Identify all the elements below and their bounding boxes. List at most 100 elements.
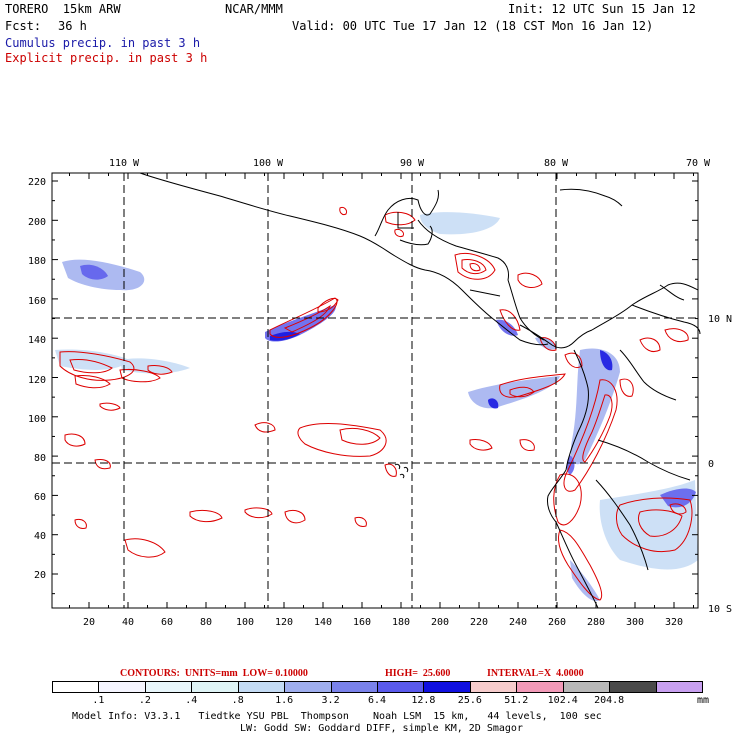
lon-label-110w: 110 W bbox=[109, 158, 140, 169]
colorbar-label: 25.6 bbox=[457, 695, 482, 706]
coastline-ecuador bbox=[547, 469, 567, 523]
border-colombia-venezuela bbox=[619, 349, 677, 401]
cumulus-area bbox=[496, 319, 518, 336]
contour bbox=[384, 211, 416, 226]
contour bbox=[669, 503, 687, 515]
colorbar-label: 12.8 bbox=[411, 695, 436, 706]
lat-lon-grid bbox=[52, 173, 698, 608]
y-tick-label: 160 bbox=[28, 296, 46, 307]
contour-interval-info: INTERVAL=X 4.0000 bbox=[487, 668, 584, 679]
axis-ticks bbox=[52, 173, 698, 608]
colorbar-swatch bbox=[144, 681, 193, 693]
colorbar-swatch bbox=[655, 681, 703, 693]
colorbar-swatch bbox=[191, 681, 239, 693]
x-tick-label: 280 bbox=[587, 617, 605, 628]
contour bbox=[499, 373, 566, 398]
contour bbox=[69, 359, 113, 374]
cumulus-area bbox=[488, 398, 499, 409]
contour bbox=[283, 304, 332, 333]
lat-label-10n: 10 N bbox=[708, 314, 732, 325]
y-tick-label: 80 bbox=[34, 453, 46, 464]
cumulus-area bbox=[600, 350, 613, 371]
contour bbox=[469, 439, 493, 451]
y-tick-label: 220 bbox=[28, 177, 46, 188]
cumulus-field-label: Cumulus precip. in past 3 h bbox=[5, 36, 201, 50]
colorbar-label: 1.6 bbox=[275, 695, 294, 706]
x-tick-label: 220 bbox=[470, 617, 488, 628]
contour bbox=[244, 507, 273, 519]
contour bbox=[99, 402, 121, 411]
contour bbox=[119, 369, 161, 383]
contour bbox=[339, 427, 381, 445]
colorbar-label: 204.8 bbox=[594, 695, 625, 706]
forecast-hour: 36 h bbox=[58, 19, 87, 33]
contour bbox=[616, 497, 693, 553]
y-tick-label: 100 bbox=[28, 414, 46, 425]
x-tick-label: 160 bbox=[353, 617, 371, 628]
x-tick-label: 240 bbox=[509, 617, 527, 628]
lon-label-100w: 100 W bbox=[253, 158, 284, 169]
valid-time: Valid: 00 UTC Tue 17 Jan 12 (18 CST Mon … bbox=[292, 19, 654, 33]
init-time: Init: 12 UTC Sun 15 Jan 12 bbox=[508, 2, 696, 16]
island-coast bbox=[659, 284, 685, 301]
colorbar-label: .2 bbox=[138, 695, 151, 706]
contour bbox=[94, 459, 111, 470]
contour bbox=[74, 519, 87, 529]
contour bbox=[517, 272, 543, 288]
coastline-peru bbox=[555, 521, 599, 609]
contour bbox=[563, 379, 618, 492]
colorbar-label: 102.4 bbox=[547, 695, 578, 706]
contour bbox=[317, 297, 339, 313]
x-tick-label: 140 bbox=[314, 617, 332, 628]
colorbar-swatch bbox=[562, 681, 611, 693]
cumulus-area bbox=[420, 212, 500, 235]
colorbar-label: 3.2 bbox=[321, 695, 340, 706]
y-tick-label: 40 bbox=[34, 531, 46, 542]
colorbar-swatch bbox=[609, 681, 657, 693]
contour-high-info: HIGH= 25.600 bbox=[385, 668, 451, 679]
border-mex-belize bbox=[397, 212, 414, 229]
colorbar-units: mm bbox=[697, 695, 710, 706]
contour bbox=[147, 365, 173, 375]
cumulus-area bbox=[120, 358, 190, 374]
y-tick-label: 20 bbox=[34, 570, 46, 581]
contour bbox=[254, 422, 276, 433]
model-info-line2: LW: Godd SW: Goddard DIFF, simple KM, 2D… bbox=[240, 723, 523, 734]
contour bbox=[297, 423, 387, 457]
colorbar-swatch bbox=[516, 681, 564, 693]
islands-galapagos bbox=[394, 463, 409, 479]
x-tick-label: 20 bbox=[83, 617, 95, 628]
coastline-colombia-pacific bbox=[565, 349, 589, 471]
border-south-america bbox=[597, 439, 691, 481]
y-tick-label: 60 bbox=[34, 492, 46, 503]
lon-label-70w: 70 W bbox=[686, 158, 711, 169]
border-guatemala bbox=[399, 225, 433, 246]
explicit-precip-contours bbox=[59, 207, 693, 601]
contour bbox=[454, 253, 496, 280]
colorbar-swatch bbox=[284, 681, 332, 693]
border-peru-brazil bbox=[595, 479, 649, 571]
model-info-line1: Model Info: V3.3.1 Tiedtke YSU PBL Thomp… bbox=[72, 711, 602, 722]
contour bbox=[564, 352, 583, 369]
colorbar-label: 6.4 bbox=[367, 695, 387, 706]
contour bbox=[74, 375, 111, 389]
x-tick-label: 120 bbox=[275, 617, 293, 628]
colorbar-swatch bbox=[377, 681, 425, 693]
x-tick-label: 40 bbox=[122, 617, 134, 628]
x-tick-label: 100 bbox=[236, 617, 254, 628]
forecast-label: Fcst: bbox=[5, 19, 42, 33]
contour bbox=[499, 309, 521, 331]
border-nicaragua bbox=[469, 289, 501, 297]
coastline-gulf-honduras bbox=[417, 219, 509, 281]
coastline-colombia-north bbox=[591, 282, 699, 331]
contour bbox=[394, 229, 404, 237]
contour bbox=[637, 509, 683, 537]
y-tick-label: 140 bbox=[28, 335, 46, 346]
colorbar-swatch bbox=[423, 681, 471, 693]
contour bbox=[354, 517, 367, 527]
x-tick-label: 180 bbox=[392, 617, 410, 628]
x-tick-label: 80 bbox=[200, 617, 212, 628]
x-tick-label: 200 bbox=[431, 617, 449, 628]
model-title: TORERO 15km ARW bbox=[5, 2, 121, 16]
lat-label-10s: 10 S bbox=[708, 604, 732, 615]
